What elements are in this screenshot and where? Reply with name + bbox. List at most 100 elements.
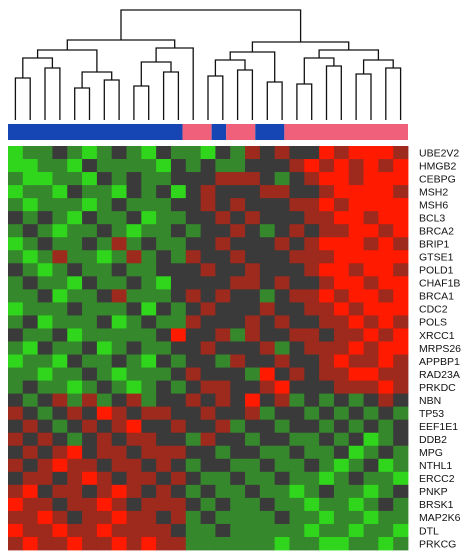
heatmap-cell [96,471,113,486]
heatmap-cell [8,432,24,447]
heatmap-cell [304,523,320,538]
heatmap-cell [8,224,24,238]
heatmap-cell [393,237,409,251]
heatmap-cell [363,328,379,342]
heatmap-cell [111,354,127,368]
heatmap-cell [289,367,305,381]
heatmap-cell [378,367,394,381]
heatmap-cell [259,250,276,264]
heatmap-cell [126,328,142,342]
heatmap-cell [274,276,290,290]
heatmap-cell [141,211,157,225]
heatmap-cell [82,224,98,238]
heatmap-cell [8,237,24,251]
heatmap-cell [230,471,246,486]
heatmap-cell [82,250,98,264]
heatmap-cell [185,380,201,395]
heatmap-cell [245,471,261,486]
heatmap-cell [304,224,320,238]
heatmap-cell [363,198,379,212]
heatmap-cell [22,341,39,355]
heatmap-cell [348,185,364,199]
heatmap-cell [304,471,320,486]
heatmap-cell [156,263,172,277]
heatmap-cell [319,159,335,173]
heatmap-cell [378,380,394,395]
gene-label: CDC2 [419,304,448,316]
heatmap-cell [215,185,231,199]
heatmap-cell [156,198,172,212]
heatmap-cell [185,224,201,238]
heatmap-cell [156,393,172,408]
heatmap-cell [200,250,216,264]
heatmap-cell [304,406,320,421]
heatmap-cell [156,237,172,251]
heatmap-cell [8,458,24,473]
heatmap-cell [200,393,216,408]
heatmap-cell [348,250,364,264]
heatmap-cell [259,198,276,212]
heatmap-cell [8,146,24,160]
heatmap-cell [393,445,409,460]
heatmap-cell [126,224,142,238]
heatmap-cell [378,276,394,290]
heatmap-cell [170,497,187,512]
heatmap-cell [289,341,305,355]
heatmap-cell [289,484,305,499]
heatmap-cell [37,432,53,447]
heatmap-cell [319,406,335,421]
heatmap-cell [170,341,187,355]
heatmap-cell [170,458,187,473]
heatmap-cell [37,302,53,316]
heatmap-cell [96,211,113,225]
heatmap-cell [170,250,187,264]
heatmap-cell [200,302,216,316]
heatmap-cell [67,471,83,486]
heatmap-cell [245,510,261,525]
heatmap-cell [67,367,83,381]
heatmap-cell [22,198,39,212]
heatmap-cell [37,276,53,290]
heatmap-cell [52,432,68,447]
heatmap-cell [67,328,83,342]
heatmap-cell [200,458,216,473]
heatmap-cell [333,211,350,225]
heatmap-cell [141,484,157,499]
heatmap-cell [245,211,261,225]
heatmap-cell [259,367,276,381]
heatmap-cell [289,302,305,316]
heatmap-cell [170,432,187,447]
heatmap-cell [67,250,83,264]
heatmap-cell [141,367,157,381]
heatmap-cell [111,172,127,186]
heatmap-cell [96,328,113,342]
heatmap-cell [319,302,335,316]
heatmap-cell [22,445,39,460]
heatmap-cell [304,497,320,512]
heatmap-cell [200,211,216,225]
heatmap-cell [200,445,216,460]
heatmap-cell [82,523,98,538]
heatmap-cell [67,302,83,316]
heatmap-cell [319,432,335,447]
heatmap-cell [363,471,379,486]
group-bar-segment [211,124,227,140]
heatmap-cell [37,419,53,434]
heatmap-cell [156,471,172,486]
heatmap-cell [319,341,335,355]
heatmap-cell [363,263,379,277]
heatmap-cell [8,406,24,421]
heatmap-cell [170,224,187,238]
heatmap-cell [319,471,335,486]
heatmap-cell [8,289,24,303]
heatmap-cell [245,276,261,290]
heatmap-cell [348,328,364,342]
heatmap-cell [185,315,201,329]
heatmap-cell [52,510,68,525]
heatmap-cell [304,250,320,264]
heatmap-cell [319,484,335,499]
heatmap-cell [185,211,201,225]
heatmap-cell [8,510,24,525]
heatmap-cell [8,263,24,277]
heatmap-cell [274,419,290,434]
